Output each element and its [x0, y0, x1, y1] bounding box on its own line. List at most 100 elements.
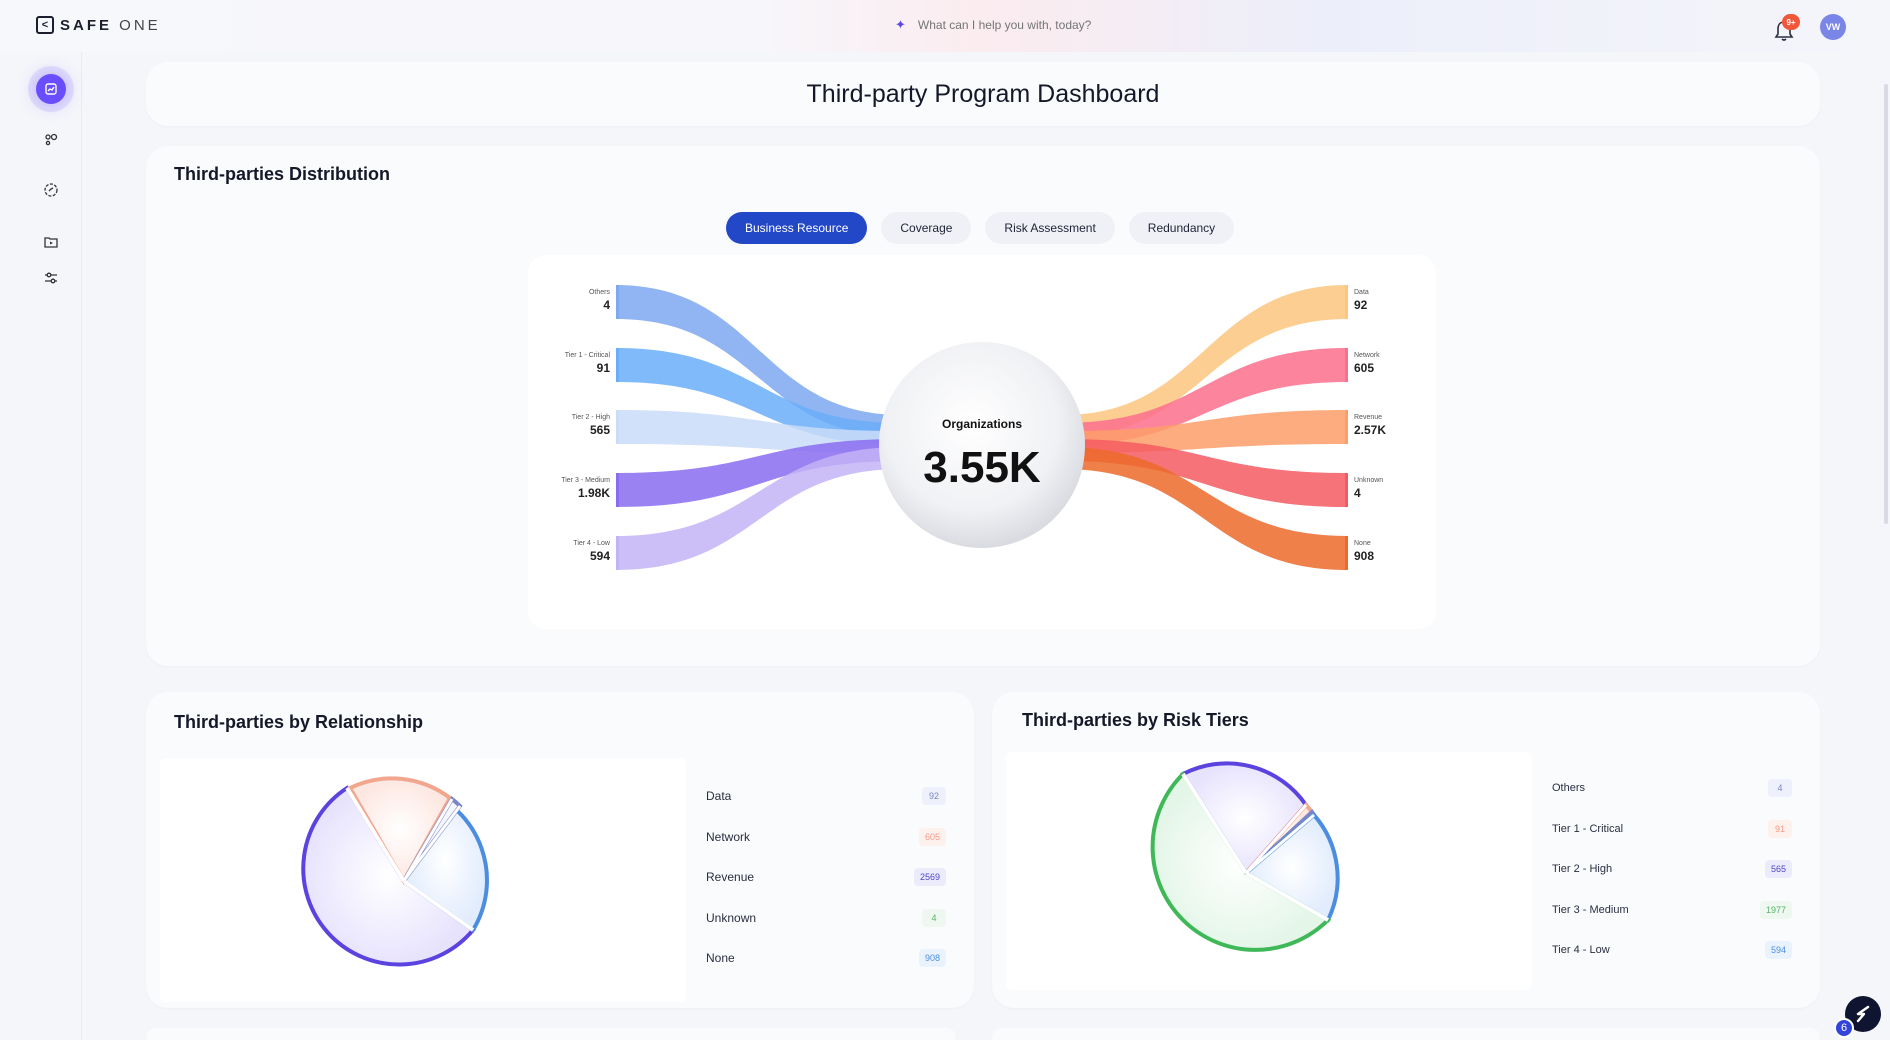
sankey-right-value: 605	[1354, 361, 1374, 375]
sankey-right-label: Data	[1354, 289, 1369, 296]
legend-row[interactable]: Data 92	[706, 776, 946, 817]
legend-count-badge: 594	[1764, 941, 1792, 960]
sliders-icon	[45, 272, 57, 284]
nodes-icon	[45, 133, 58, 146]
assistant-badge: 6	[1834, 1018, 1854, 1038]
tab-risk-assessment[interactable]: Risk Assessment	[985, 212, 1115, 244]
legend-count-badge: 4	[922, 908, 946, 927]
sankey-right-label: None	[1354, 540, 1371, 547]
legend-label: Tier 1 - Critical	[1552, 822, 1624, 835]
legend-label: Network	[706, 829, 751, 844]
sankey-node-right[interactable]	[1345, 348, 1348, 382]
brand-name-suffix: ONE	[112, 16, 161, 34]
sidebar-item-assessment[interactable]	[37, 176, 65, 204]
pie-slice-network	[347, 776, 453, 886]
tab-business-resource[interactable]: Business Resource	[726, 212, 868, 244]
legend-label: Tier 4 - Low	[1552, 944, 1610, 957]
sankey-flow-left	[616, 348, 902, 445]
sankey-flow-right	[1062, 439, 1348, 507]
legend-row[interactable]: None 908	[706, 938, 946, 979]
pie-slice-revenue	[301, 785, 476, 967]
legend-label: Revenue	[706, 870, 755, 885]
folder-icon	[44, 237, 58, 248]
legend-row[interactable]: Network 605	[706, 817, 946, 858]
sidebar-item-settings[interactable]	[37, 264, 65, 292]
sankey-node-right[interactable]	[1345, 473, 1348, 507]
sidebar-item-network[interactable]	[37, 126, 65, 154]
relationship-title: Third-parties by Relationship	[174, 712, 424, 732]
sankey-node-right[interactable]	[1345, 410, 1348, 444]
legend-row[interactable]: Unknown 4	[706, 898, 946, 939]
sankey-left-label: Tier 1 - Critical	[565, 352, 611, 359]
organizations-sphere	[879, 342, 1085, 548]
tab-redundancy[interactable]: Redundancy	[1128, 212, 1235, 244]
sankey-right-value: 4	[1354, 486, 1361, 500]
sankey-right-label: Revenue	[1354, 414, 1382, 421]
sankey-left-label: Tier 2 - High	[572, 414, 610, 421]
risk-tiers-pie-panel	[1006, 752, 1532, 990]
search-bar[interactable]: ✦	[895, 17, 1178, 33]
legend-row[interactable]: Tier 4 - Low 594	[1552, 930, 1792, 971]
sidebar-item-files[interactable]	[37, 228, 65, 256]
risk-tiers-legend: Others 4 Tier 1 - Critical 91 Tier 2 - High 5…	[1552, 768, 1792, 971]
sankey-right-value: 92	[1354, 298, 1368, 312]
legend-label: Tier 2 - High	[1552, 863, 1613, 876]
gauge-icon	[44, 183, 58, 197]
legend-count-badge: 91	[1768, 819, 1792, 838]
sankey-left-value: 91	[597, 361, 611, 375]
legend-row[interactable]: Tier 3 - Medium 1977	[1552, 890, 1792, 931]
notification-badge: 9+	[1782, 14, 1800, 30]
next-card	[146, 1028, 956, 1040]
legend-row[interactable]: Revenue 2569	[706, 857, 946, 898]
sankey-node-left[interactable]	[616, 536, 619, 570]
legend-row[interactable]: Tier 2 - High 565	[1552, 849, 1792, 890]
sankey-chart: Organizations 3.55K Others 4 Tier 1 - Crit…	[561, 285, 1386, 570]
sankey-node-left[interactable]	[616, 473, 619, 507]
logo[interactable]: < SAFE ONE	[36, 16, 161, 34]
legend-row[interactable]: Tier 1 - Critical 91	[1552, 809, 1792, 850]
relationship-pie-panel	[160, 758, 686, 1002]
sankey-node-left[interactable]	[616, 348, 619, 382]
organizations-label: Organizations	[942, 417, 1022, 431]
sankey-right-value: 908	[1354, 549, 1374, 563]
sankey-flow-right	[1062, 348, 1348, 445]
legend-label: Tier 3 - Medium	[1552, 903, 1629, 916]
relationship-pie-chart	[301, 776, 489, 967]
sankey-node-right[interactable]	[1345, 285, 1348, 319]
sankey-left-label: Tier 3 - Medium	[561, 477, 610, 484]
legend-label: Data	[706, 789, 732, 804]
legend-count-badge: 92	[922, 787, 946, 806]
pie-slice-tier-2	[1180, 761, 1309, 877]
pie-slice-tier-3	[1150, 770, 1332, 952]
sankey-right-value: 2.57K	[1354, 423, 1386, 437]
search-input[interactable]	[917, 18, 1178, 32]
sankey-left-label: Others	[589, 289, 611, 296]
sankey-node-left[interactable]	[616, 285, 619, 319]
page-title: Third-party Program Dashboard	[806, 79, 1160, 108]
sankey-left-value: 594	[590, 549, 610, 563]
sankey-flow-left	[616, 447, 902, 570]
sankey-node-right[interactable]	[1345, 536, 1348, 570]
sankey-flow-right	[1062, 447, 1348, 570]
sparkle-icon: ✦	[895, 17, 906, 32]
sankey-flow-right	[1062, 410, 1348, 453]
sankey-panel: Organizations 3.55K Others 4 Tier 1 - Crit…	[528, 255, 1436, 629]
assistant-logo-icon	[1856, 1005, 1870, 1023]
sankey-node-left[interactable]	[616, 410, 619, 444]
avatar[interactable]: VW	[1820, 14, 1846, 40]
pie-slice-tier-4	[1242, 812, 1340, 923]
tab-coverage[interactable]: Coverage	[881, 212, 972, 244]
sankey-left-value: 565	[590, 423, 610, 437]
legend-row[interactable]: Others 4	[1552, 768, 1792, 809]
sidebar-item-dashboard[interactable]	[36, 74, 66, 104]
legend-label: None	[706, 951, 735, 966]
sidebar	[0, 52, 82, 1040]
relationship-legend: Data 92 Network 605 Revenue 2569 Unknown 4 None 9…	[706, 776, 946, 979]
relationship-card: Third-parties by Relationship Data 92 Netw…	[146, 692, 974, 1008]
sankey-flow-left	[616, 285, 902, 437]
legend-count-badge: 565	[1764, 860, 1792, 879]
next-card	[992, 1028, 1820, 1040]
scrollbar[interactable]	[1884, 84, 1888, 524]
sankey-flow-left	[616, 410, 902, 453]
brand-name: SAFE	[60, 16, 113, 34]
